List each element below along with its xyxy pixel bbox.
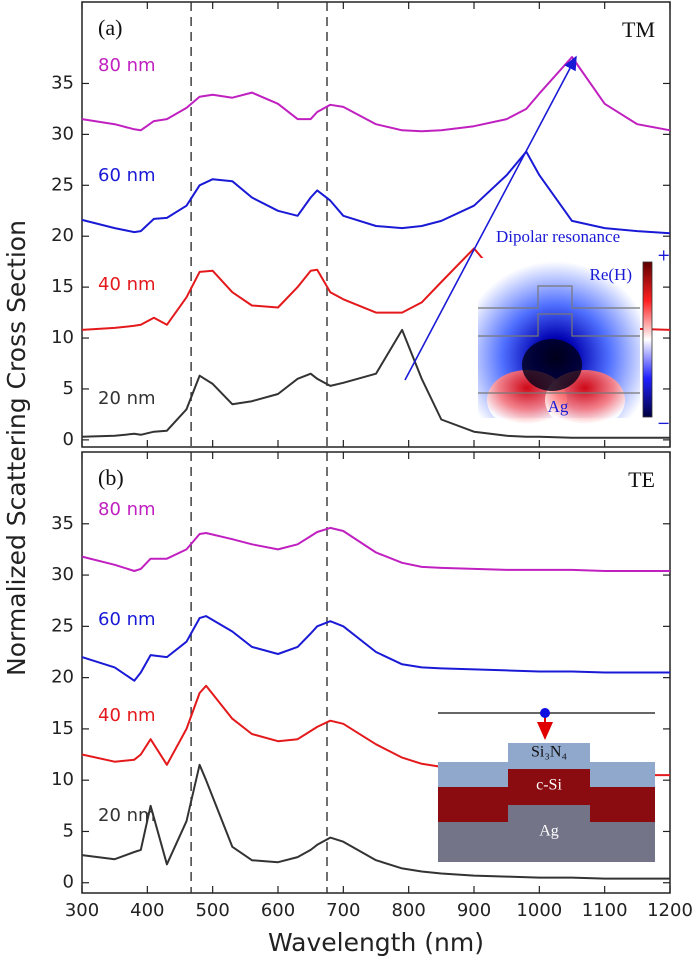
annotation: Ag [548, 397, 569, 416]
y-tick-label: 0 [63, 429, 74, 450]
y-tick-label: 30 [51, 123, 74, 144]
series-line [81, 615, 670, 682]
source-dot [540, 708, 550, 718]
x-tick-label: 1200 [647, 900, 693, 921]
annotation: Si₃N₄ [531, 744, 567, 761]
field-core [522, 339, 582, 391]
field-inset [478, 258, 653, 430]
y-axis-title: Normalized Scattering Cross Section [2, 220, 31, 676]
y-tick-label: 15 [51, 718, 74, 739]
x-axis-title: Wavelength (nm) [268, 928, 484, 957]
x-tick-label: 600 [261, 900, 295, 921]
x-tick-label: 400 [130, 900, 164, 921]
plot-frame [81, 1, 671, 448]
series-label: 80 nm [98, 55, 156, 76]
series-line [81, 526, 670, 572]
x-tick-label: 500 [195, 900, 229, 921]
y-tick-label: 25 [51, 174, 74, 195]
x-tick-label: 1100 [582, 900, 628, 921]
panel-label: (a) [98, 15, 122, 40]
series-label: 20 nm [98, 388, 156, 409]
annotation: + [657, 246, 670, 265]
x-tick-label: 1000 [516, 900, 562, 921]
annotation: Ag [539, 823, 559, 840]
y-tick-label: 20 [51, 667, 74, 688]
y-tick-label: 5 [63, 378, 74, 399]
series-label: 60 nm [98, 609, 156, 630]
colorbar [642, 261, 653, 418]
series-line [81, 328, 670, 439]
x-tick-label: 900 [457, 900, 491, 921]
mode-label: TE [628, 467, 655, 492]
x-tick-label: 700 [326, 900, 360, 921]
series-label: 20 nm [98, 805, 156, 826]
annotation: Re(H) [590, 265, 632, 284]
panel-label: (b) [98, 465, 124, 490]
y-tick-label: 5 [63, 820, 74, 841]
outline [478, 313, 640, 337]
series-label: 60 nm [98, 165, 156, 186]
x-tick-label: 800 [391, 900, 425, 921]
annotation: Dipolar resonance [496, 227, 620, 246]
series-label: 80 nm [98, 499, 156, 520]
series-line [81, 763, 670, 880]
x-tick-label: 300 [65, 900, 99, 921]
mode-label: TM [622, 17, 655, 42]
y-tick-label: 15 [51, 276, 74, 297]
series-label: 40 nm [98, 274, 156, 295]
y-tick-label: 25 [51, 615, 74, 636]
y-tick-label: 30 [51, 564, 74, 585]
ag-layer [438, 805, 655, 862]
y-tick-label: 0 [63, 872, 74, 893]
plots: 0 5 10 15 20 25 30 35 20 nm 40 nm 60 nm 80 nm (a) TM 0… [51, 1, 693, 921]
series-line [81, 150, 671, 235]
series-line [81, 56, 671, 133]
structure-inset [438, 708, 655, 862]
y-tick-label: 35 [51, 513, 74, 534]
y-tick-label: 35 [51, 72, 74, 93]
y-tick-label: 10 [51, 327, 74, 348]
y-tick-label: 20 [51, 225, 74, 246]
arrow [404, 55, 577, 381]
outline [478, 285, 640, 309]
series-label: 40 nm [98, 705, 156, 726]
annotation: c-Si [536, 777, 562, 794]
y-tick-label: 10 [51, 769, 74, 790]
annotation: − [657, 414, 670, 433]
